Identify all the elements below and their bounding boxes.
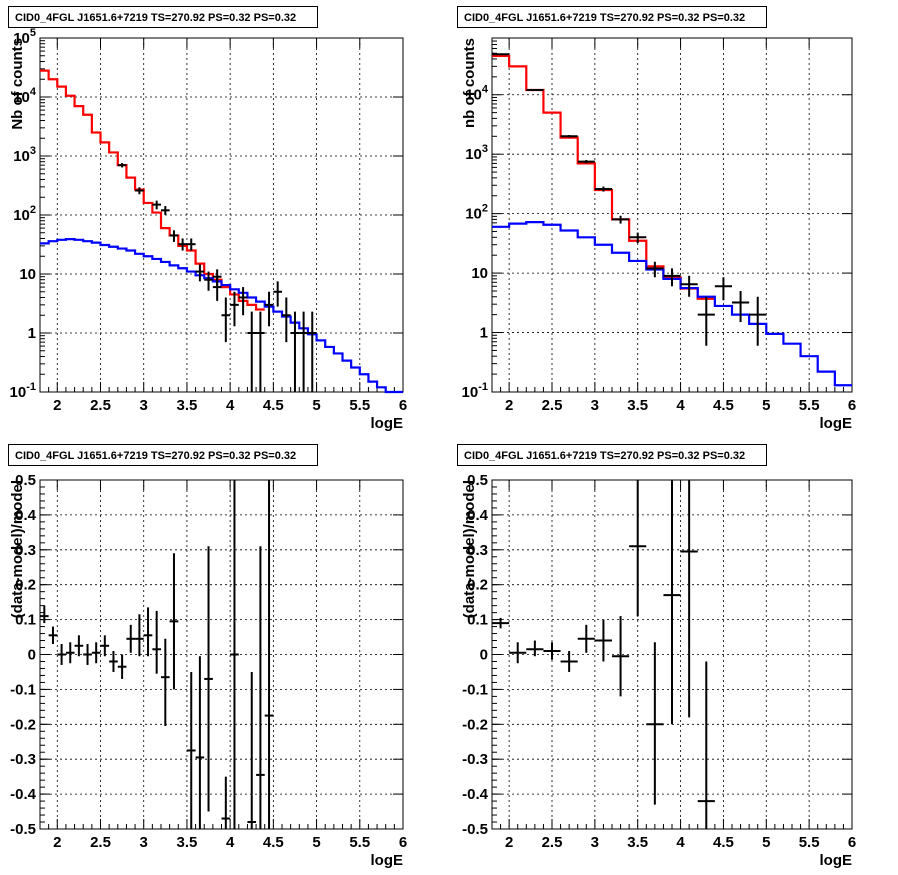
y-tick-label: -0.5 bbox=[462, 821, 488, 838]
x-tick-label: 2 bbox=[505, 834, 513, 851]
y-tick-label: -0.1 bbox=[10, 681, 36, 698]
x-tick-label: 3 bbox=[140, 397, 148, 414]
x-tick-label: 5.5 bbox=[799, 834, 820, 851]
x-tick-label: 5 bbox=[312, 834, 320, 851]
x-tick-label: 2.5 bbox=[542, 397, 563, 414]
y-tick-label: 105 bbox=[13, 27, 36, 47]
x-tick-label: 4.5 bbox=[263, 397, 284, 414]
y-tick-label: -0.4 bbox=[462, 786, 489, 803]
x-tick-label: 4 bbox=[226, 834, 235, 851]
panel-title: CID0_4FGL J1651.6+7219 TS=270.92 PS=0.32… bbox=[457, 6, 767, 28]
x-tick-label: 2.5 bbox=[542, 834, 563, 851]
y-axis-label: nb of counts bbox=[461, 38, 478, 128]
x-tick-label: 3.5 bbox=[176, 834, 197, 851]
y-tick-label: 10-1 bbox=[10, 381, 36, 401]
y-tick-label: 103 bbox=[465, 143, 488, 163]
y-axis-label: Nb of counts bbox=[9, 38, 26, 130]
x-tick-label: 2.5 bbox=[90, 397, 111, 414]
y-tick-label: 104 bbox=[13, 86, 37, 106]
y-tick-label: -0.2 bbox=[462, 716, 488, 733]
chart-panel-4: 2 2.5 3 3.5 4 4.5 5 5.5 6 -0.5 -0.4 -0.3 -0.2 -0.1 0 0.… bbox=[461, 472, 856, 869]
y-tick-label: -0.3 bbox=[10, 751, 36, 768]
x-tick-label: 5.5 bbox=[799, 397, 820, 414]
series-step-line-1 bbox=[492, 54, 715, 300]
panel-title: CID0_4FGL J1651.6+7219 TS=270.92 PS=0.32… bbox=[457, 444, 767, 466]
x-tick-label: 4.5 bbox=[713, 397, 734, 414]
y-tick-label: 103 bbox=[13, 145, 36, 165]
x-tick-label: 5 bbox=[762, 397, 770, 414]
y-tick-label: 0.1 bbox=[15, 612, 36, 629]
y-axis-label: (data-model)/model bbox=[461, 480, 478, 618]
y-tick-label: -0.5 bbox=[10, 821, 36, 838]
x-tick-label: 4.5 bbox=[713, 834, 734, 851]
x-tick-label: 3.5 bbox=[627, 397, 648, 414]
series-step-line-2 bbox=[492, 221, 852, 387]
y-axis-label: (data-model)/model bbox=[9, 480, 26, 618]
x-tick-label: 3.5 bbox=[627, 834, 648, 851]
y-tick-label: 102 bbox=[465, 203, 488, 223]
x-tick-label: 4.5 bbox=[263, 834, 284, 851]
x-tick-label: 3 bbox=[591, 397, 599, 414]
x-tick-label: 6 bbox=[399, 397, 407, 414]
x-tick-label: 6 bbox=[848, 834, 856, 851]
panel-title: CID0_4FGL J1651.6+7219 TS=270.92 PS=0.32… bbox=[8, 6, 318, 28]
x-tick-label: 3 bbox=[591, 834, 599, 851]
x-tick-label: 5.5 bbox=[349, 834, 370, 851]
y-tick-label: 0.2 bbox=[467, 577, 488, 594]
y-tick-label: -0.1 bbox=[462, 681, 488, 698]
x-tick-label: 2.5 bbox=[90, 834, 111, 851]
y-tick-label: 10 bbox=[19, 266, 36, 283]
x-tick-label: 2 bbox=[53, 834, 61, 851]
x-tick-label: 3 bbox=[140, 834, 148, 851]
y-tick-label: 0.5 bbox=[15, 472, 36, 489]
y-tick-label: -0.4 bbox=[10, 786, 37, 803]
y-tick-label: 0.2 bbox=[15, 577, 36, 594]
y-tick-label: 0.4 bbox=[467, 507, 489, 524]
x-tick-label: 4 bbox=[676, 834, 685, 851]
y-tick-label: 10-1 bbox=[462, 381, 488, 401]
x-axis-label: logE bbox=[371, 852, 404, 869]
y-tick-label: -0.2 bbox=[10, 716, 36, 733]
y-tick-label: 0.5 bbox=[467, 472, 488, 489]
y-tick-label: 0.1 bbox=[467, 612, 488, 629]
x-tick-label: 6 bbox=[848, 397, 856, 414]
x-tick-label: 5 bbox=[762, 834, 770, 851]
y-tick-label: 1 bbox=[28, 325, 36, 342]
x-tick-label: 2 bbox=[53, 397, 61, 414]
x-tick-label: 3.5 bbox=[176, 397, 197, 414]
chart-panel-3: 2 2.5 3 3.5 4 4.5 5 5.5 6 -0.5 -0.4 -0.3 -0.2 -0.1 0 0.… bbox=[9, 472, 407, 869]
x-tick-label: 4 bbox=[676, 397, 685, 414]
y-tick-label: 0 bbox=[28, 647, 36, 664]
y-tick-label: 0.3 bbox=[467, 542, 488, 559]
x-tick-label: 6 bbox=[399, 834, 407, 851]
x-tick-label: 5.5 bbox=[349, 397, 370, 414]
y-tick-label: -0.3 bbox=[462, 751, 488, 768]
chart-panel-1: 2 2.5 3 3.5 4 4.5 5 5.5 6 10-1 1 10 102 103 104 105 logE… bbox=[9, 27, 407, 432]
series-step-line-1 bbox=[40, 69, 265, 311]
x-tick-label: 4 bbox=[226, 397, 235, 414]
x-axis-label: logE bbox=[371, 415, 404, 432]
y-tick-label: 104 bbox=[465, 84, 489, 104]
x-axis-label: logE bbox=[820, 415, 853, 432]
x-tick-label: 5 bbox=[312, 397, 320, 414]
x-axis-label: logE bbox=[820, 852, 853, 869]
y-tick-label: 1 bbox=[480, 325, 488, 342]
x-tick-label: 2 bbox=[505, 397, 513, 414]
panel-title: CID0_4FGL J1651.6+7219 TS=270.92 PS=0.32… bbox=[8, 444, 318, 466]
y-tick-label: 10 bbox=[471, 265, 488, 282]
chart-panel-2: 2 2.5 3 3.5 4 4.5 5 5.5 6 10-1 1 10 102 103 104 logE nb … bbox=[461, 37, 856, 432]
y-tick-label: 0.4 bbox=[15, 507, 37, 524]
y-tick-label: 0.3 bbox=[15, 542, 36, 559]
y-tick-label: 102 bbox=[13, 204, 36, 224]
plot-frame bbox=[491, 37, 853, 393]
y-tick-label: 0 bbox=[480, 647, 488, 664]
series-step-line-2 bbox=[40, 238, 403, 394]
